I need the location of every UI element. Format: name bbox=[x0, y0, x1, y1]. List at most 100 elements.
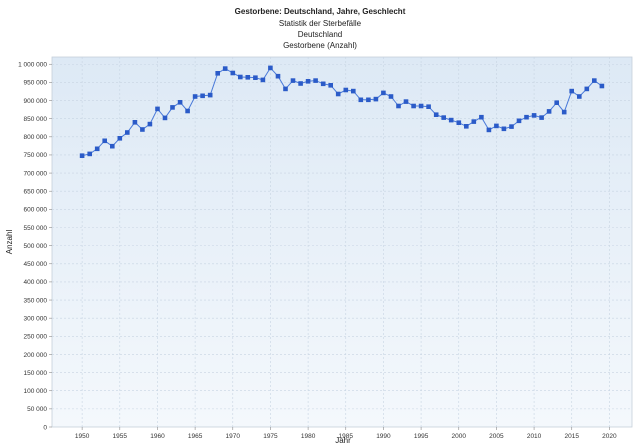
data-point[interactable] bbox=[275, 73, 281, 79]
data-point[interactable] bbox=[546, 109, 552, 114]
series-line bbox=[81, 67, 603, 157]
data-point[interactable] bbox=[207, 92, 213, 98]
data-point[interactable] bbox=[328, 83, 333, 88]
data-point[interactable] bbox=[471, 119, 477, 124]
data-point[interactable] bbox=[388, 94, 394, 99]
data-point[interactable] bbox=[260, 77, 266, 83]
y-tick-label: 550 000 bbox=[24, 225, 48, 232]
data-point[interactable] bbox=[230, 70, 236, 76]
data-point[interactable] bbox=[448, 117, 454, 123]
data-point[interactable] bbox=[599, 83, 605, 89]
data-point[interactable] bbox=[411, 103, 416, 109]
data-point[interactable] bbox=[516, 118, 522, 124]
data-point[interactable] bbox=[313, 78, 318, 83]
data-point[interactable] bbox=[524, 114, 529, 120]
y-tick-label: 150 000 bbox=[24, 370, 48, 377]
grid-lines bbox=[52, 57, 632, 427]
x-tick-label: 1975 bbox=[263, 433, 278, 440]
data-point[interactable] bbox=[238, 74, 243, 80]
data-point[interactable] bbox=[110, 143, 115, 149]
data-point[interactable] bbox=[140, 127, 145, 132]
data-point[interactable] bbox=[464, 124, 469, 129]
data-point[interactable] bbox=[366, 97, 371, 103]
data-point[interactable] bbox=[358, 97, 364, 103]
data-point[interactable] bbox=[396, 103, 401, 109]
data-point[interactable] bbox=[426, 104, 431, 109]
data-point[interactable] bbox=[456, 120, 462, 125]
data-point[interactable] bbox=[509, 124, 514, 129]
data-point[interactable] bbox=[351, 88, 356, 94]
y-tick-label: 700 000 bbox=[24, 170, 48, 177]
data-point[interactable] bbox=[162, 115, 168, 121]
chart-title: Gestorbene: Deutschland, Jahre, Geschlec… bbox=[235, 7, 406, 16]
chart-subtitle-3: Gestorbene (Anzahl) bbox=[283, 41, 357, 50]
x-tick-label: 1970 bbox=[226, 433, 241, 440]
y-tick-label: 600 000 bbox=[24, 207, 48, 214]
data-point[interactable] bbox=[155, 106, 160, 112]
data-point[interactable] bbox=[501, 126, 507, 132]
data-point[interactable] bbox=[320, 81, 326, 87]
x-axis-title: Jahr bbox=[335, 436, 351, 445]
data-point[interactable] bbox=[125, 130, 130, 135]
data-point[interactable] bbox=[335, 91, 341, 97]
data-point[interactable] bbox=[569, 88, 574, 94]
x-tick-label: 2005 bbox=[489, 433, 504, 440]
data-point[interactable] bbox=[253, 75, 258, 80]
data-point[interactable] bbox=[245, 75, 251, 80]
y-tick-label: 450 000 bbox=[24, 261, 48, 268]
data-point[interactable] bbox=[79, 153, 85, 158]
data-point[interactable] bbox=[479, 114, 484, 120]
data-point[interactable] bbox=[268, 65, 273, 71]
x-tick-label: 2000 bbox=[452, 433, 467, 440]
y-tick-label: 850 000 bbox=[24, 116, 48, 123]
data-point[interactable] bbox=[305, 79, 311, 84]
data-point[interactable] bbox=[215, 71, 220, 76]
y-tick-label: 350 000 bbox=[24, 297, 48, 304]
data-point[interactable] bbox=[381, 90, 386, 96]
x-tick-label: 1950 bbox=[75, 433, 90, 440]
x-tick-label: 1965 bbox=[188, 433, 203, 440]
chart-subtitle-1: Statistik der Sterbefälle bbox=[279, 19, 362, 28]
data-point[interactable] bbox=[283, 86, 288, 92]
data-point[interactable] bbox=[561, 109, 567, 115]
y-tick-label: 300 000 bbox=[24, 315, 48, 322]
data-point[interactable] bbox=[592, 78, 597, 83]
data-point[interactable] bbox=[403, 99, 409, 104]
data-point[interactable] bbox=[343, 87, 349, 93]
x-tick-label: 2020 bbox=[602, 433, 617, 440]
data-point[interactable] bbox=[373, 96, 379, 102]
data-point[interactable] bbox=[170, 105, 175, 110]
data-point[interactable] bbox=[132, 120, 138, 125]
data-point[interactable] bbox=[539, 115, 544, 120]
data-point[interactable] bbox=[192, 94, 198, 99]
y-tick-label: 1 000 000 bbox=[18, 62, 47, 69]
data-point[interactable] bbox=[486, 127, 492, 133]
data-point[interactable] bbox=[433, 112, 439, 117]
data-point[interactable] bbox=[554, 100, 559, 105]
x-tick-label: 1995 bbox=[414, 433, 429, 440]
data-point[interactable] bbox=[584, 86, 590, 92]
chart-subtitle-2: Deutschland bbox=[298, 30, 342, 39]
x-tick-label: 1980 bbox=[301, 433, 316, 440]
data-point[interactable] bbox=[577, 94, 582, 99]
data-point[interactable] bbox=[177, 100, 183, 105]
data-point[interactable] bbox=[494, 123, 499, 129]
data-point[interactable] bbox=[441, 115, 446, 120]
data-point[interactable] bbox=[117, 136, 123, 141]
y-tick-label: 200 000 bbox=[24, 352, 48, 359]
data-point[interactable] bbox=[102, 138, 107, 144]
data-point[interactable] bbox=[222, 66, 228, 71]
data-point[interactable] bbox=[531, 113, 537, 118]
data-point[interactable] bbox=[185, 108, 190, 114]
data-point[interactable] bbox=[147, 121, 153, 127]
data-point[interactable] bbox=[298, 81, 303, 86]
data-point[interactable] bbox=[418, 103, 424, 109]
data-point[interactable] bbox=[94, 146, 100, 152]
series-group bbox=[79, 65, 605, 158]
x-tick-label: 1955 bbox=[113, 433, 128, 440]
data-point[interactable] bbox=[290, 78, 296, 83]
data-point[interactable] bbox=[87, 151, 92, 157]
data-point[interactable] bbox=[200, 93, 205, 99]
